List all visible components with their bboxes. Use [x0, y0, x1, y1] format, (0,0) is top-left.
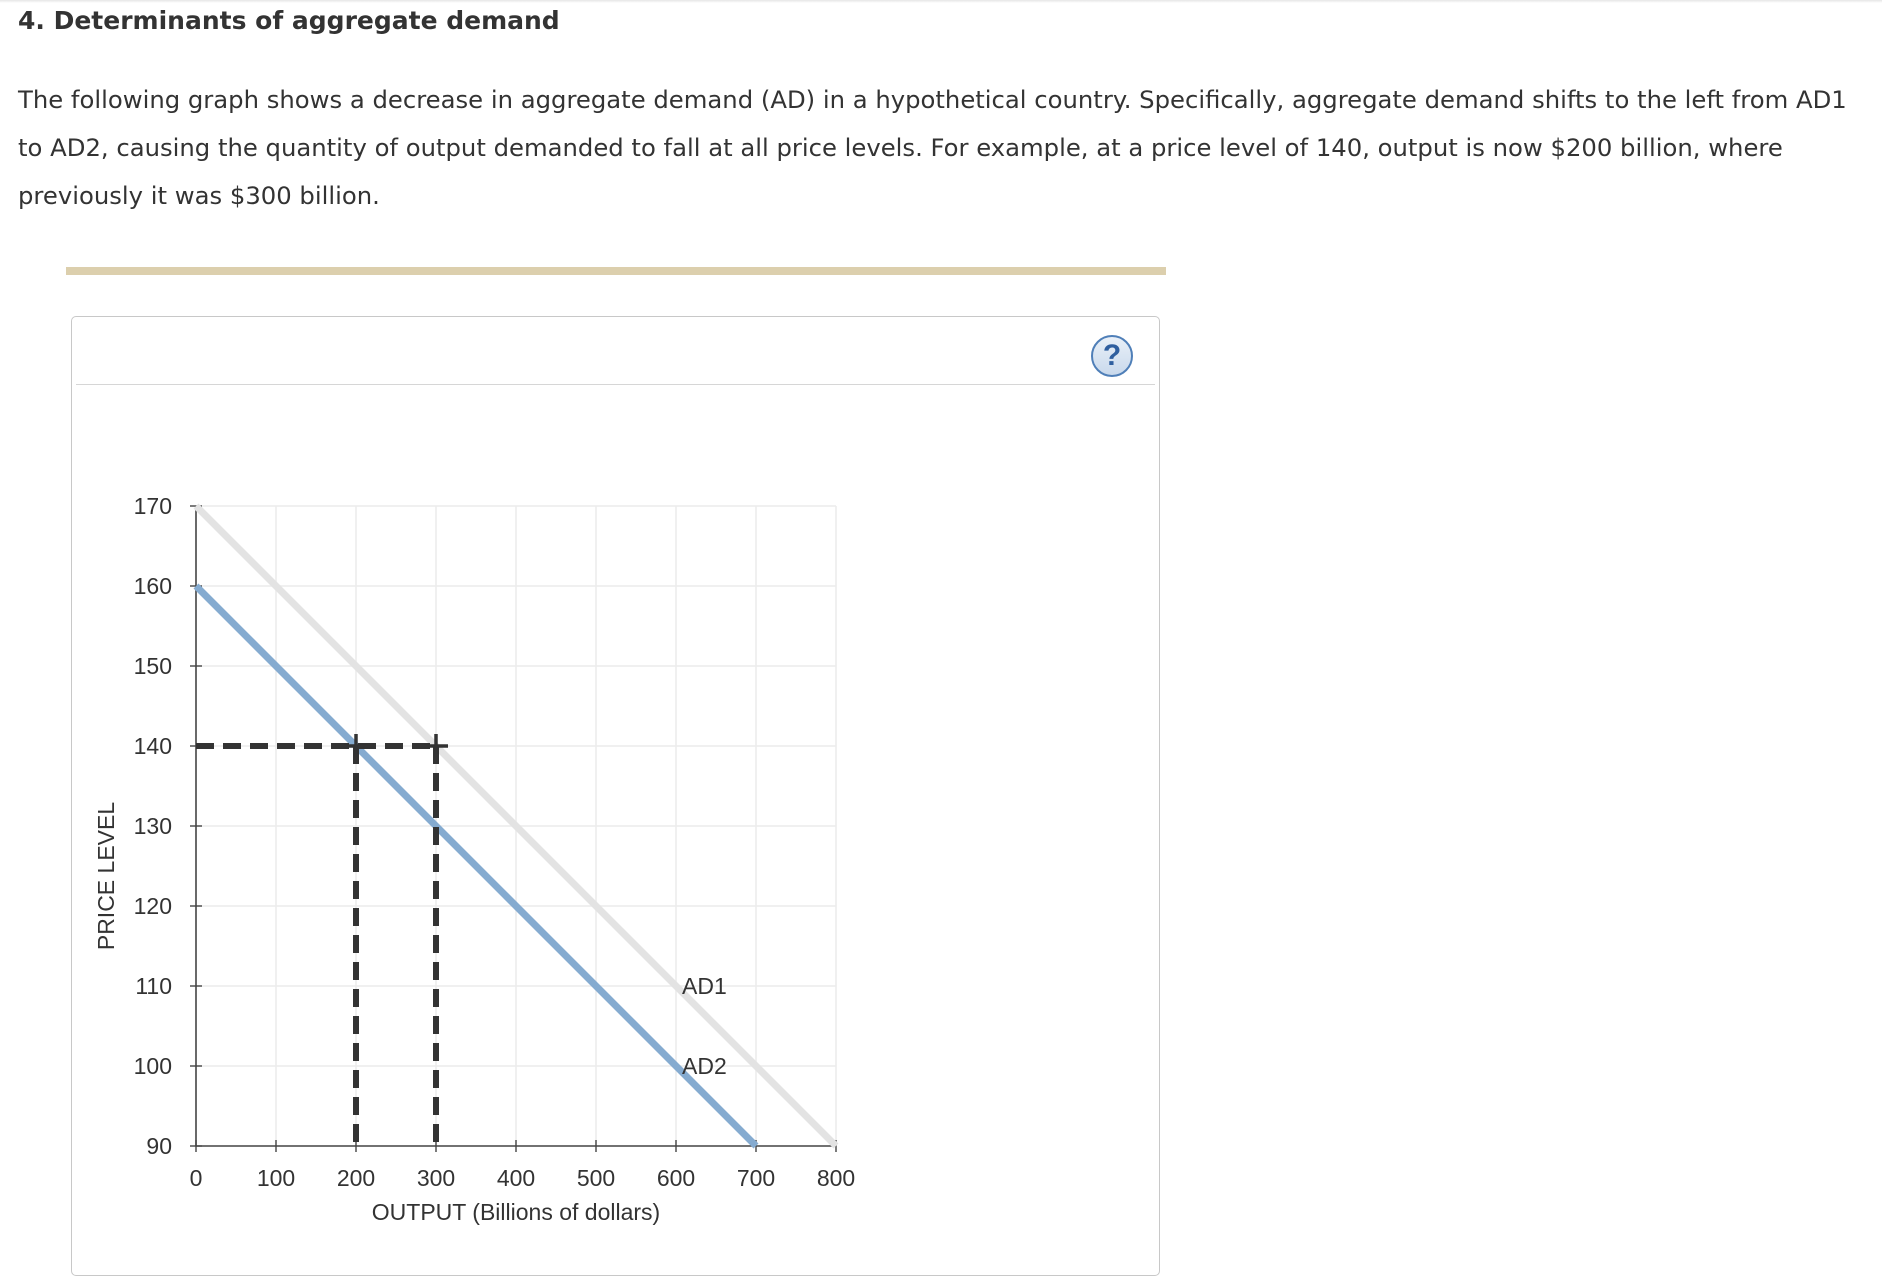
- graph-panel: ?: [71, 316, 1160, 1276]
- x-tick-label-0: 0: [190, 1165, 203, 1191]
- x-tick-label-100: 100: [257, 1165, 295, 1191]
- y-tick-label-100: 100: [134, 1053, 172, 1079]
- panel-header-divider: [76, 384, 1155, 385]
- x-axis-title: OUTPUT (Billions of dollars): [372, 1199, 660, 1225]
- y-tick-label-90: 90: [146, 1133, 172, 1159]
- curve-ad1: [193, 503, 839, 1149]
- help-button[interactable]: ?: [1091, 335, 1133, 377]
- y-tick-label-130: 130: [134, 813, 172, 839]
- top-rule: [0, 0, 1882, 3]
- y-axis-title: PRICE LEVEL: [93, 802, 119, 950]
- curve-label-ad2: AD2: [682, 1053, 727, 1079]
- x-tick-label-300: 300: [417, 1165, 455, 1191]
- curve-label-ad1: AD1: [682, 973, 727, 999]
- curve-ad2: [193, 583, 759, 1149]
- question-prompt: The following graph shows a decrease in …: [18, 85, 1847, 210]
- help-icon: ?: [1102, 339, 1122, 372]
- x-tick-label-600: 600: [657, 1165, 695, 1191]
- y-tick-label-140: 140: [134, 733, 172, 759]
- y-tick-label-170: 170: [134, 493, 172, 519]
- x-tick-label-400: 400: [497, 1165, 535, 1191]
- x-tick-label-200: 200: [337, 1165, 375, 1191]
- section-divider-bar: [66, 267, 1166, 275]
- question-heading: 4. Determinants of aggregate demand: [18, 6, 560, 35]
- x-tick-label-800: 800: [817, 1165, 855, 1191]
- y-tick-label-120: 120: [134, 893, 172, 919]
- x-tick-label-700: 700: [737, 1165, 775, 1191]
- y-tick-label-160: 160: [134, 573, 172, 599]
- x-tick-label-500: 500: [577, 1165, 615, 1191]
- y-tick-label-150: 150: [134, 653, 172, 679]
- y-tick-label-110: 110: [135, 973, 172, 999]
- aggregate-demand-chart: 0 100 200 300 400 500 600 700 800 90 100 110 120 130 1…: [93, 493, 855, 1225]
